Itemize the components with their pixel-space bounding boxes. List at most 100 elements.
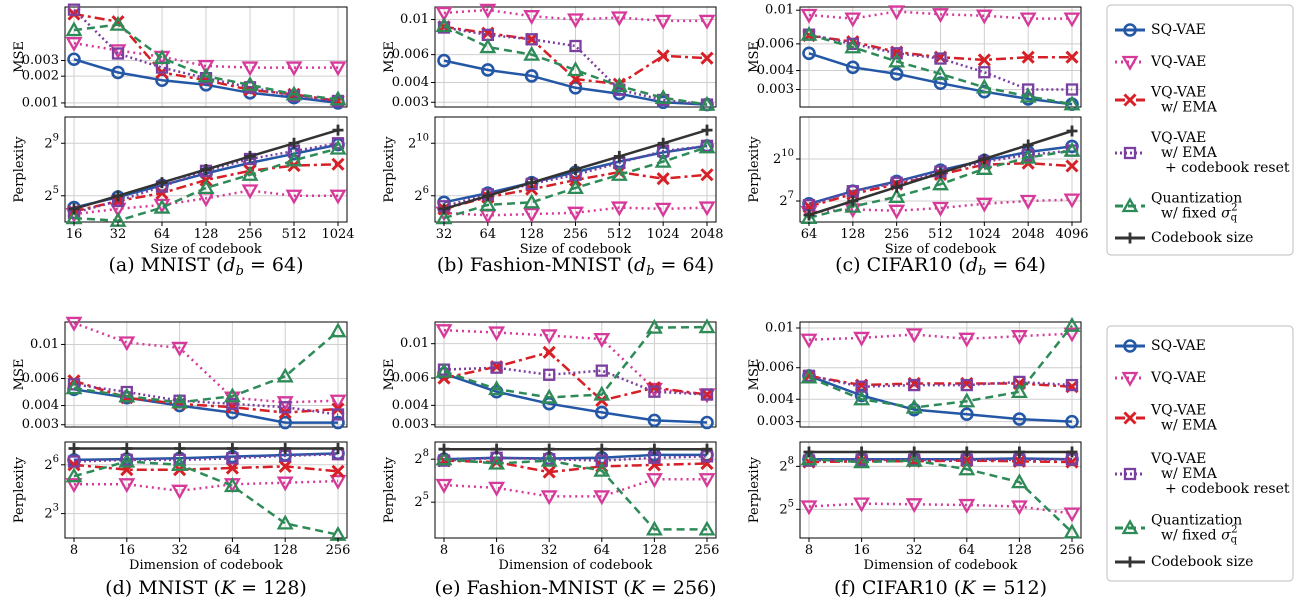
plot-frame [799, 6, 1082, 108]
legend-item-vqvae: VQ-VAE [1115, 54, 1206, 71]
data-point-sqvae [331, 415, 345, 430]
y-axis-label: MSE [12, 359, 27, 391]
series-quant [800, 316, 1081, 414]
plot-frame [434, 441, 717, 539]
legend-marker [1121, 371, 1139, 387]
data-point-vqvae [488, 481, 506, 497]
y-tick-label: 0.004 [392, 75, 429, 90]
data-point-vqvae [197, 59, 215, 75]
data-point-vqvae [593, 332, 611, 348]
series-quant [800, 25, 1081, 111]
data-point-vqema [846, 187, 860, 201]
data-point-vqema [1065, 159, 1079, 173]
data-point-vqema [700, 456, 714, 471]
data-point-vqvae [645, 473, 663, 489]
series-codebook [803, 125, 1078, 221]
mse-panel: 0.01 0.006 0.004 0.003 MSE [382, 318, 717, 432]
data-point-quant [932, 65, 949, 81]
data-point-quant [958, 460, 976, 476]
data-point-quant [610, 77, 628, 93]
data-point-vqema [331, 157, 345, 171]
x-tick-label: 512 [282, 227, 307, 242]
y-tick-label: 0.01 [765, 3, 794, 18]
data-point-quant [241, 165, 259, 181]
data-point-codebook [648, 443, 660, 455]
x-tick-label: 128 [194, 227, 219, 242]
series-line-quant [443, 146, 708, 220]
legend-label: w/ EMA [1161, 145, 1218, 161]
plot-frame [434, 6, 717, 108]
series-line-vqvae [443, 206, 708, 217]
data-point-quant [1010, 473, 1028, 489]
data-point-quant [567, 61, 584, 77]
series-line-vqvae [808, 198, 1073, 214]
data-point-codebook [543, 443, 555, 455]
series-quant [435, 450, 716, 536]
data-point-vqreset [1022, 83, 1035, 96]
series-vqvae [435, 324, 716, 404]
data-point-vqvae [905, 328, 923, 344]
data-point-vqvae [800, 8, 818, 24]
data-point-vqreset [490, 361, 503, 374]
data-point-quant [1063, 316, 1081, 332]
data-point-quant [153, 49, 171, 65]
series-line-sqvae [808, 52, 1073, 106]
y-tick-label: 26 [44, 453, 59, 472]
y-axis-label: Perplexity [12, 456, 27, 523]
data-point-quant [800, 450, 818, 466]
x-tick-label: 32 [436, 227, 453, 242]
x-tick-label: 32 [110, 227, 127, 242]
data-point-quant [276, 367, 294, 383]
data-point-sqvae [1012, 412, 1027, 426]
data-point-vqema [1065, 50, 1079, 64]
series-line-vqema [808, 374, 1073, 388]
data-point-codebook [961, 446, 973, 458]
data-point-quant [1063, 95, 1081, 111]
data-point-vqvae [523, 10, 541, 26]
series-line-vqvae [443, 478, 707, 498]
data-point-vqvae [888, 204, 906, 220]
y-axis-label: Perplexity [382, 136, 397, 203]
series-line-quant [808, 33, 1073, 106]
x-tick-label: 1024 [968, 227, 1001, 242]
legend-label: VQ-VAE [1150, 130, 1206, 146]
mse-panel: 0.01 0.006 0.004 0.003 MSE [747, 3, 1082, 111]
data-point-vqreset [1065, 378, 1079, 392]
data-point-quant [645, 520, 663, 536]
data-point-quant [1019, 148, 1037, 164]
data-point-quant [65, 21, 83, 37]
data-point-quant [654, 88, 672, 104]
legend-label: Codebook size [1151, 230, 1253, 246]
y-tick-label: 28 [414, 448, 429, 467]
data-point-vqema [525, 32, 539, 46]
data-point-quant [435, 450, 453, 466]
mse-panel: 0.01 0.006 0.004 0.003 MSE [12, 316, 348, 432]
y-tick-label: 210 [408, 132, 429, 151]
data-point-sqvae [933, 76, 948, 91]
perplexity-panel: 28 25 Perplexity 8 16 32 64 128 256 Dimension of … [382, 441, 719, 573]
series-line-vqreset [808, 457, 1073, 462]
series-quant [65, 15, 347, 106]
legend-label: VQ-VAE [1150, 85, 1206, 101]
series-line-vqvae [74, 479, 339, 493]
x-tick-label: 64 [224, 543, 241, 558]
data-point-vqvae [171, 341, 189, 357]
data-point-quant [523, 45, 541, 61]
data-point-vqvae [488, 326, 506, 342]
data-point-quant [285, 85, 303, 101]
data-point-codebook [856, 446, 868, 458]
data-point-codebook [526, 177, 538, 189]
legend-item-sqvae: SQ-VAE [1115, 338, 1206, 354]
data-point-quant [223, 477, 241, 493]
subfigure-b: 0.01 0.006 0.004 0.003 MSE 210 26 Perplexity 32 6… [382, 3, 724, 279]
data-point-quant [241, 75, 259, 91]
y-tick-label: 0.003 [392, 417, 429, 432]
x-tick-label: 256 [238, 227, 263, 242]
data-point-quant [1019, 87, 1037, 103]
data-point-codebook [491, 443, 503, 455]
series-line-vqreset [73, 383, 339, 416]
